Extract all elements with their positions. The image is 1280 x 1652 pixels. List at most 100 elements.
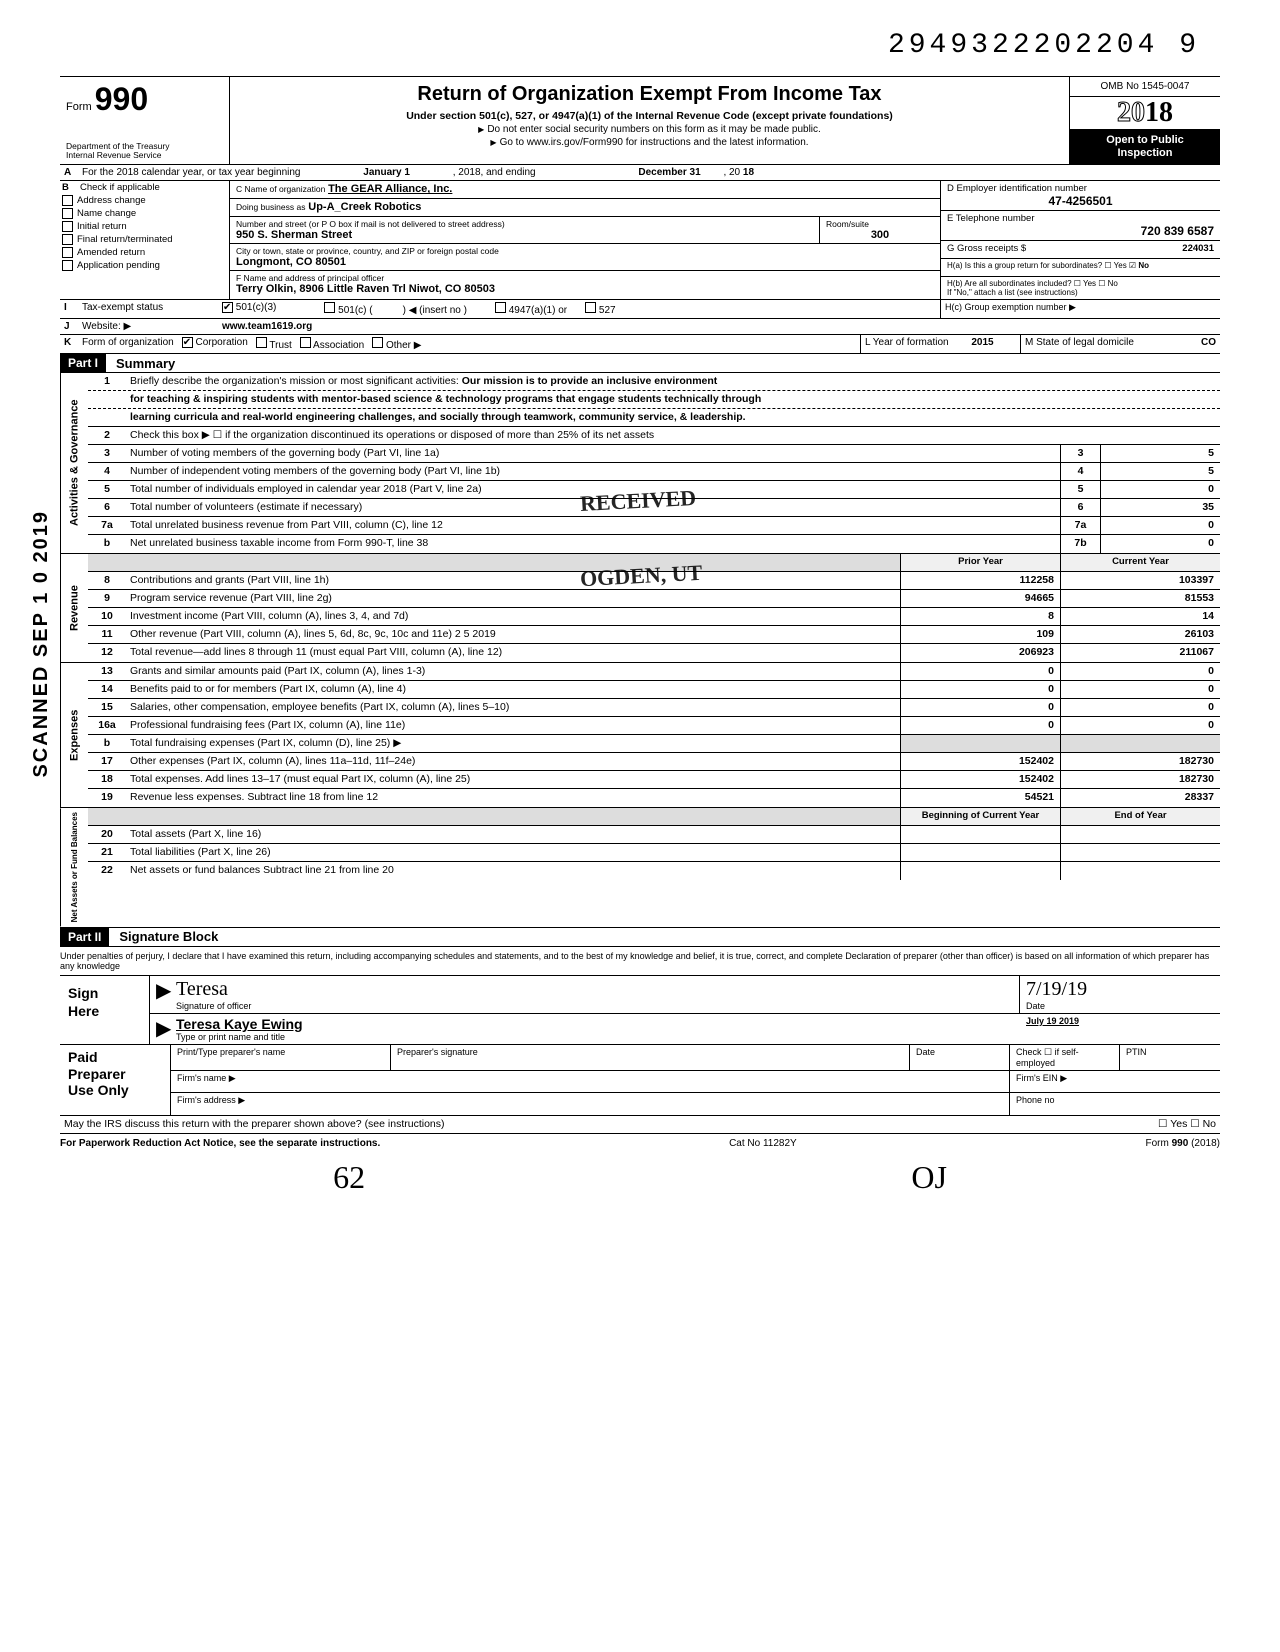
line-7a: Total unrelated business revenue from Pa… [126, 517, 1060, 534]
addr-label: Number and street (or P O box if mail is… [236, 219, 813, 229]
declaration-text: Under penalties of perjury, I declare th… [60, 947, 1220, 976]
chk-other[interactable] [372, 337, 383, 348]
phone-value: 720 839 6587 [947, 224, 1214, 238]
line-14: Benefits paid to or for members (Part IX… [126, 681, 900, 698]
dept-irs: Internal Revenue Service [66, 151, 223, 160]
begin-hdr: Beginning of Current Year [900, 808, 1060, 825]
gov-label: Activities & Governance [60, 373, 88, 553]
net-label: Net Assets or Fund Balances [60, 808, 88, 926]
tax-year: 2018 [1070, 97, 1220, 130]
org-name: The GEAR Alliance, Inc. [328, 183, 452, 195]
phone-label: E Telephone number [947, 213, 1214, 224]
chk-amended[interactable] [62, 247, 73, 258]
line-18: Total expenses. Add lines 13–17 (must eq… [126, 771, 900, 788]
yof-label: L Year of formation [865, 337, 949, 348]
prep-ptin-label: PTIN [1120, 1045, 1220, 1070]
line-6: Total number of volunteers (estimate if … [126, 499, 1060, 516]
exp-label: Expenses [60, 663, 88, 807]
firm-name-label: Firm's name ▶ [171, 1071, 1010, 1092]
line-8: Contributions and grants (Part VIII, lin… [126, 572, 900, 589]
part2-title: Signature Block [109, 929, 218, 944]
line-19: Revenue less expenses. Subtract line 18 … [126, 789, 900, 807]
form-number: Form 990 [66, 81, 223, 118]
form-note-ssn: Do not enter social security numbers on … [236, 124, 1063, 135]
form-note-url: Go to www.irs.gov/Form990 for instructio… [236, 137, 1063, 148]
ein-value: 47-4256501 [947, 194, 1214, 208]
handwrite-1: 62 [333, 1159, 365, 1196]
handwrite-2: OJ [911, 1159, 947, 1196]
tax-status-label: Tax-exempt status [78, 300, 218, 318]
chk-corp[interactable] [182, 337, 193, 348]
chk-name[interactable] [62, 208, 73, 219]
irs-discuss: May the IRS discuss this return with the… [60, 1116, 1080, 1133]
chk-501c[interactable] [324, 302, 335, 313]
date-label: Date [1026, 1001, 1214, 1011]
chk-initial[interactable] [62, 221, 73, 232]
pra-notice: For Paperwork Reduction Act Notice, see … [60, 1138, 380, 1149]
chk-address[interactable] [62, 195, 73, 206]
chk-final[interactable] [62, 234, 73, 245]
sig-date: 7/19/19 [1026, 978, 1214, 1001]
form-subtitle: Under section 501(c), 527, or 4947(a)(1)… [236, 110, 1063, 122]
prep-date-label: Date [910, 1045, 1010, 1070]
dba-value: Up-A_Creek Robotics [308, 201, 421, 213]
document-number: 2949322202204 9 [60, 30, 1220, 61]
line-7b: Net unrelated business taxable income fr… [126, 535, 1060, 553]
line-12: Total revenue—add lines 8 through 11 (mu… [126, 644, 900, 662]
scanned-stamp: SCANNED SEP 1 0 2019 [30, 510, 53, 778]
state-value: CO [1201, 337, 1216, 348]
row-a-letter: A [60, 165, 78, 180]
name-label: Type or print name and title [176, 1032, 1014, 1042]
officer-label: F Name and address of principal officer [236, 273, 934, 283]
line-9: Program service revenue (Part VIII, line… [126, 590, 900, 607]
line-10: Investment income (Part VIII, column (A)… [126, 608, 900, 625]
officer-name: Teresa Kaye Ewing [176, 1016, 1014, 1032]
curr-hdr: Current Year [1060, 554, 1220, 571]
line-15: Salaries, other compensation, employee b… [126, 699, 900, 716]
prep-sig-label: Preparer's signature [391, 1045, 910, 1070]
inspection: Inspection [1074, 147, 1216, 160]
sig-date2: July 19 2019 [1020, 1014, 1220, 1044]
gross-label: G Gross receipts $ [947, 243, 1026, 256]
line-4: Number of independent voting members of … [126, 463, 1060, 480]
chk-501c3[interactable] [222, 302, 233, 313]
line-20: Total assets (Part X, line 16) [126, 826, 900, 843]
part2-header: Part II [60, 928, 109, 946]
officer-signature: Teresa [176, 978, 1013, 1001]
line-17: Other expenses (Part IX, column (A), lin… [126, 753, 900, 770]
rev-label: Revenue [60, 554, 88, 662]
line-16b: Total fundraising expenses (Part IX, col… [126, 735, 900, 752]
form-header: Form 990 Department of the Treasury Inte… [60, 76, 1220, 165]
chk-trust[interactable] [256, 337, 267, 348]
col-b-checkboxes: BCheck if applicable Address change Name… [60, 181, 230, 299]
chk-pending[interactable] [62, 260, 73, 271]
hb-label: H(b) Are all subordinates included? [947, 279, 1072, 288]
part1-title: Summary [106, 356, 175, 371]
firm-addr-label: Firm's address ▶ [171, 1093, 1010, 1115]
city-value: Longmont, CO 80501 [236, 256, 934, 268]
hc-label: H(c) Group exemption number ▶ [940, 300, 1220, 318]
open-public: Open to Public [1074, 134, 1216, 147]
omb-number: OMB No 1545-0047 [1070, 77, 1220, 97]
sign-here-label: SignHere [60, 976, 150, 1044]
sig-label: Signature of officer [176, 1001, 1013, 1011]
org-name-label: C Name of organization [236, 184, 325, 194]
city-label: City or town, state or province, country… [236, 246, 934, 256]
form-org-label: Form of organization [78, 335, 178, 353]
mission-2: for teaching & inspiring students with m… [126, 391, 1220, 408]
prep-self-label: Check ☐ if self-employed [1010, 1045, 1120, 1070]
line-3: Number of voting members of the governin… [126, 445, 1060, 462]
line-2: Check this box ▶ ☐ if the organization d… [126, 427, 1220, 444]
end-hdr: End of Year [1060, 808, 1220, 825]
dba-label: Doing business as [236, 202, 305, 212]
chk-assoc[interactable] [300, 337, 311, 348]
firm-ein-label: Firm's EIN ▶ [1010, 1071, 1220, 1092]
form-title: Return of Organization Exempt From Incom… [236, 83, 1063, 106]
cat-no: Cat No 11282Y [729, 1138, 797, 1149]
line-21: Total liabilities (Part X, line 26) [126, 844, 900, 861]
state-label: M State of legal domicile [1025, 337, 1134, 348]
part1-header: Part I [60, 354, 106, 372]
chk-4947[interactable] [495, 302, 506, 313]
form-ref: Form 990 (2018) [1146, 1138, 1220, 1149]
chk-527[interactable] [585, 302, 596, 313]
